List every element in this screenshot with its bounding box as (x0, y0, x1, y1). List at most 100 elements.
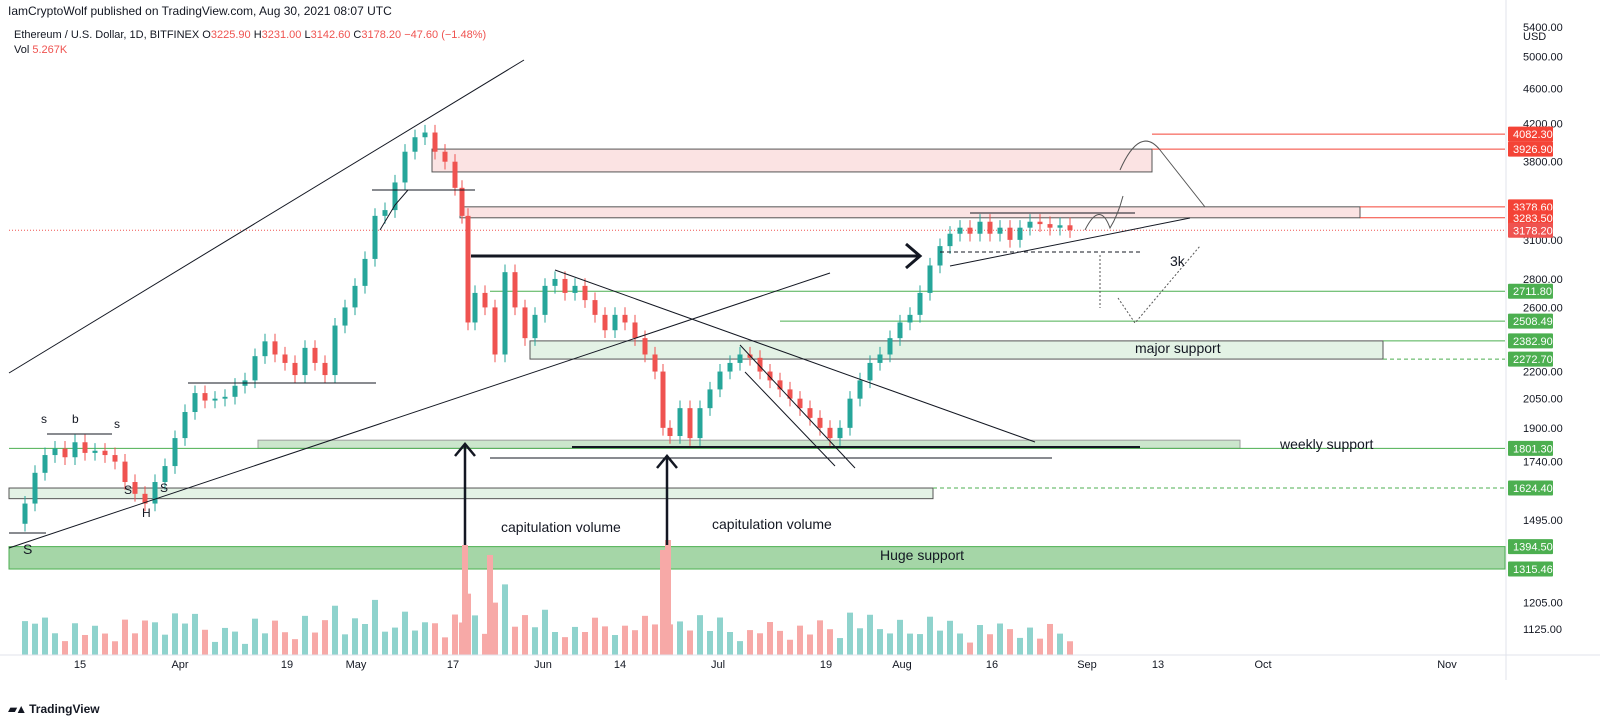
candle-body (322, 362, 328, 376)
x-tick-label: Nov (1437, 659, 1457, 671)
candle-body (422, 132, 428, 138)
candle-body (707, 389, 713, 409)
x-tick-label: Jul (711, 659, 725, 671)
y-tick-label: 1205.00 (1523, 598, 1563, 610)
candle-body (652, 354, 658, 372)
volume-bar (937, 630, 943, 655)
resistance-zone-lower (459, 206, 1361, 219)
volume-bar (272, 620, 278, 655)
volume-bar (62, 641, 68, 655)
candle-body (727, 362, 733, 372)
candle-body (947, 233, 953, 247)
price-tag (1508, 210, 1553, 226)
price-tag-label: 2711.80 (1513, 286, 1552, 298)
candle-body (262, 341, 268, 357)
volume-bar (977, 625, 983, 655)
volume-bar (472, 615, 478, 655)
three-k-label: 3k (1170, 253, 1185, 269)
candle-body (1057, 225, 1063, 228)
volume-bar (162, 634, 168, 655)
x-tick-label: 19 (820, 659, 832, 671)
candle-body (142, 493, 148, 504)
y-tick-label: 1740.00 (1523, 457, 1563, 469)
tradingview-brand: TradingView (29, 702, 100, 716)
y-tick-label: 1900.00 (1523, 423, 1563, 435)
candle-body (777, 380, 783, 390)
y-axis-unit: USD (1523, 31, 1546, 43)
volume-row: Vol 5.267K (14, 43, 486, 58)
volume-bar (192, 613, 198, 655)
candle-body (602, 314, 608, 331)
price-tag (1508, 283, 1553, 299)
volume-bar (182, 623, 188, 655)
hs-shoulder-s1: s (41, 412, 47, 426)
y-tick-label: 2800.00 (1523, 274, 1563, 286)
high-value: 3231.00 (261, 29, 302, 41)
volume-bar (797, 625, 803, 655)
volume-bar (652, 624, 658, 655)
low-value: 3142.60 (310, 29, 351, 41)
candle-body (907, 314, 913, 323)
candle-body (522, 307, 528, 339)
volume-bar (907, 633, 913, 655)
volume-bar (602, 626, 608, 655)
candle-body (42, 455, 48, 473)
falling-wedge-lower (744, 371, 836, 467)
candle-body (677, 408, 683, 437)
candle-body (172, 438, 178, 467)
volume-bar (1047, 623, 1053, 655)
y-tick-label: 1495.00 (1523, 515, 1563, 527)
candle-body (112, 455, 118, 462)
volume-bar (677, 621, 683, 655)
symbol-name[interactable]: Ethereum / U.S. Dollar, 1D, BITFINEX (14, 29, 200, 41)
close-value: 3178.20 (361, 29, 402, 41)
x-tick-label: Oct (1254, 659, 1271, 671)
volume-bar (342, 634, 348, 655)
volume-bar (687, 630, 693, 655)
volume-bar (1017, 637, 1023, 655)
candle-body (717, 371, 723, 390)
volume-bar (252, 618, 258, 655)
x-tick-label: 19 (281, 659, 293, 671)
y-tick-label: 5000.00 (1523, 51, 1563, 63)
volume-bar (362, 624, 368, 655)
candle-body (152, 482, 158, 504)
volume-bar (562, 637, 568, 655)
candle-body (937, 246, 943, 266)
candle-body (757, 357, 763, 372)
price-tag-label: 1315.46 (1513, 564, 1553, 576)
hs-big-S-label: S (23, 541, 33, 557)
tradingview-logo-icon: ▰▲ (8, 702, 27, 716)
candle-body (372, 215, 378, 259)
volume-bar (1007, 629, 1013, 655)
candle-body (697, 408, 703, 439)
volume-bar (112, 641, 118, 655)
volume-bar (837, 638, 843, 655)
volume-bar (502, 584, 508, 655)
volume-bar (987, 634, 993, 655)
close-label: C (353, 29, 362, 41)
volume-bar (1057, 633, 1063, 655)
candle-body (542, 285, 548, 315)
tradingview-logo[interactable]: ▰▲ TradingView (8, 702, 100, 716)
candle-body (917, 292, 923, 315)
candle-body (622, 314, 628, 323)
volume-bar (202, 629, 208, 655)
volume-bar (372, 599, 378, 655)
volume-bar (302, 615, 308, 655)
volume-bar (707, 631, 713, 655)
volume-bar (242, 643, 248, 655)
volume-bar (767, 622, 773, 655)
y-tick-label: 4200.00 (1523, 118, 1563, 130)
volume-bar (222, 627, 228, 655)
candle-body (847, 398, 853, 428)
volume-bar (612, 635, 618, 655)
price-tag (1508, 539, 1553, 555)
candle-body (202, 393, 208, 401)
volume-bar (102, 633, 108, 655)
candle-body (512, 272, 518, 308)
volume-bar (1037, 638, 1043, 655)
projection-top-arrow (1119, 140, 1206, 208)
price-tag (1508, 480, 1553, 496)
